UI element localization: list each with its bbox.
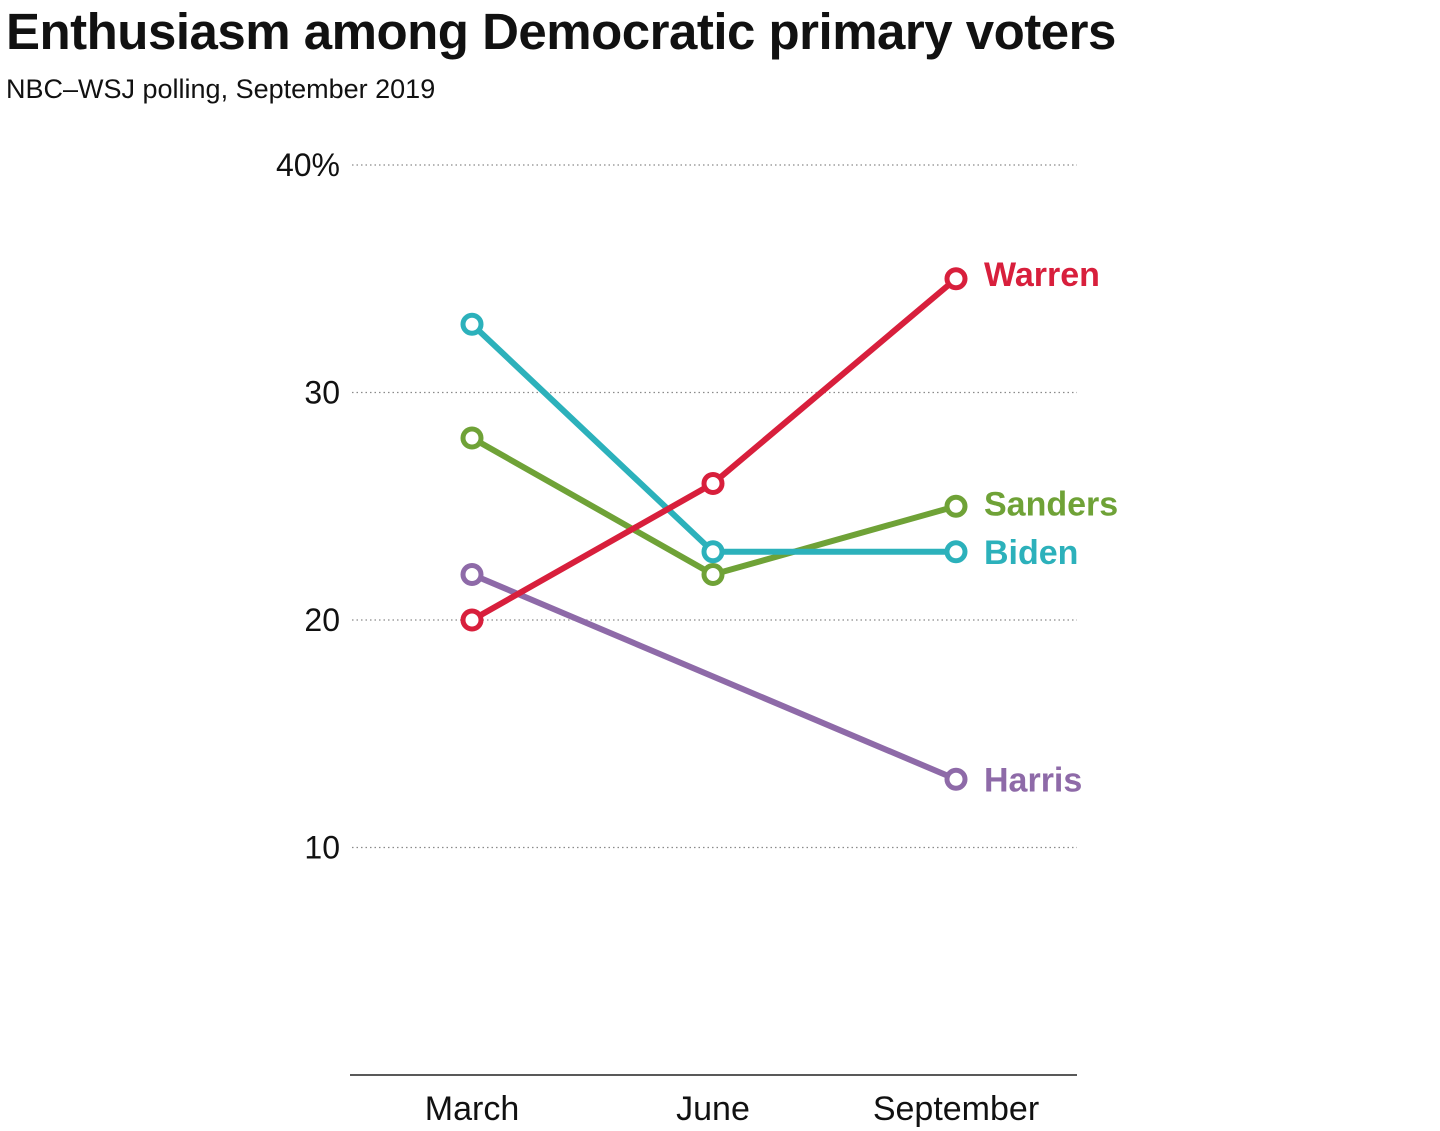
data-point — [460, 426, 484, 450]
x-tick-label: September — [873, 1090, 1039, 1128]
y-tick-label: 40% — [276, 147, 340, 183]
series-label-warren: Warren — [984, 256, 1100, 294]
data-point — [460, 563, 484, 586]
x-axis-ticks: March June September — [425, 1090, 1039, 1128]
data-point — [944, 540, 968, 564]
series-label-sanders: Sanders — [984, 485, 1118, 523]
data-point — [701, 540, 725, 564]
series-label-biden: Biden — [984, 534, 1078, 572]
data-point — [460, 312, 484, 336]
series-biden — [460, 312, 968, 564]
data-point — [460, 608, 484, 632]
chart-subtitle: NBC–WSJ polling, September 2019 — [6, 74, 436, 104]
y-axis-ticks: 40% 30 20 10 — [276, 147, 340, 866]
series-line-harris — [469, 571, 959, 783]
chart-title: Enthusiasm among Democratic primary vote… — [6, 3, 1116, 60]
x-tick-label: March — [425, 1090, 519, 1128]
y-tick-label: 10 — [304, 830, 340, 866]
y-tick-label: 30 — [304, 375, 340, 411]
data-point — [701, 563, 725, 586]
data-point — [944, 494, 968, 518]
series-label-harris: Harris — [984, 761, 1082, 799]
series-lines — [460, 267, 968, 791]
series-labels: Harris Sanders Biden Warren — [984, 256, 1118, 800]
series-sanders — [460, 426, 968, 586]
series-warren — [460, 267, 968, 632]
data-point — [944, 267, 968, 291]
series-line-biden — [469, 321, 959, 555]
data-point — [944, 767, 968, 791]
x-tick-label: June — [676, 1090, 750, 1128]
y-tick-label: 20 — [304, 602, 340, 638]
series-harris — [460, 563, 968, 791]
data-point — [701, 472, 725, 495]
gridlines — [352, 164, 1077, 849]
